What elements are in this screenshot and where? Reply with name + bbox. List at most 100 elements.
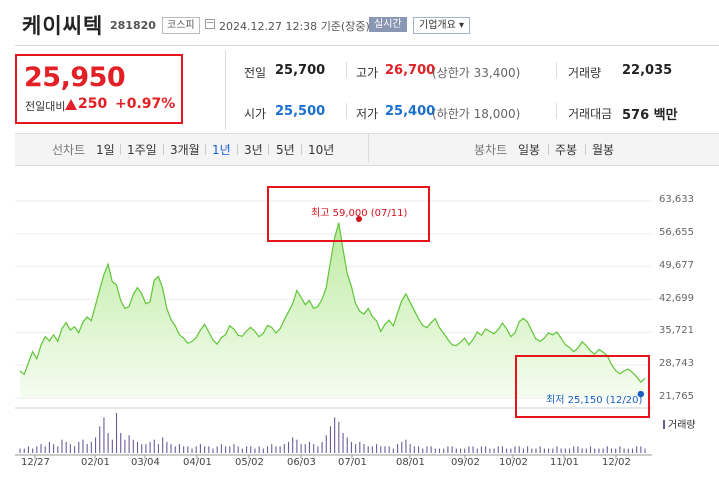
volume-bar — [145, 444, 147, 453]
volume-bar — [355, 444, 357, 453]
period-10y[interactable]: 10년 — [308, 143, 335, 157]
candle-weekly[interactable]: 주봉 — [555, 143, 578, 157]
y-tick-label: 21,765 — [659, 391, 694, 402]
y-tick-label: 35,721 — [659, 325, 694, 337]
volume-bar — [86, 444, 88, 453]
high-label: 고가 — [356, 66, 379, 80]
volume-bar — [531, 448, 533, 453]
volume-bar — [392, 448, 394, 453]
candle-chart-label: 봉차트 — [474, 143, 508, 157]
y-tick-label: 56,655 — [659, 226, 694, 238]
period-divider — [120, 144, 121, 155]
period-divider — [301, 144, 302, 155]
volume-bar — [120, 433, 122, 453]
volume-bar — [149, 441, 151, 453]
volume-bar — [367, 446, 369, 453]
volume-bar — [363, 444, 365, 453]
volume-bar — [581, 448, 583, 453]
volume-bar — [497, 446, 499, 453]
volume-bar — [627, 448, 629, 453]
volume-bar — [543, 448, 545, 453]
volume-axis-label: 거래량 — [663, 416, 696, 431]
volume-bar — [589, 446, 592, 453]
x-tick-label: 12/02 — [602, 457, 631, 468]
volume-bar — [216, 446, 218, 453]
volume-bar — [451, 446, 453, 453]
open-label: 시가 — [244, 107, 267, 121]
volume-bar — [422, 448, 424, 453]
volume-bar — [162, 437, 164, 453]
volume-bar — [199, 444, 201, 453]
volume-bar — [82, 439, 84, 453]
volume-bars — [19, 413, 646, 453]
volume-bar — [321, 441, 323, 453]
info-divider — [346, 103, 347, 119]
volume-bar — [405, 439, 407, 453]
y-tick-label: 63,633 — [659, 194, 694, 205]
volume-bar — [254, 448, 256, 453]
volume-bar — [313, 444, 315, 453]
price-change: 250 — [78, 96, 108, 112]
volume-bar — [317, 446, 319, 453]
volume-bar — [501, 446, 503, 453]
x-tick-label: 02/01 — [81, 457, 110, 468]
volume-bar — [384, 446, 386, 453]
period-1y[interactable]: 1년 — [212, 143, 231, 157]
volume-bar — [409, 444, 411, 453]
volume-bar — [23, 448, 25, 453]
candle-daily[interactable]: 일봉 — [518, 143, 541, 157]
volume-bar — [388, 446, 390, 453]
volume-bar — [506, 448, 508, 453]
period-divider — [237, 144, 238, 155]
volume-bar — [48, 441, 50, 453]
info-divider — [556, 62, 557, 78]
volume-bar — [44, 446, 46, 453]
volume-value: 22,035 — [622, 63, 673, 78]
period-1w[interactable]: 1주일 — [127, 143, 157, 157]
volume-bar — [606, 446, 608, 453]
period-3y[interactable]: 3년 — [244, 143, 263, 157]
volume-bar — [250, 446, 252, 453]
period-1d[interactable]: 1일 — [96, 143, 115, 157]
volume-bar — [640, 446, 642, 453]
realtime-button[interactable]: 실시간 — [369, 17, 407, 32]
volume-bar — [57, 446, 59, 453]
price-line — [19, 222, 646, 383]
volume-bar — [178, 444, 180, 453]
candle-monthly[interactable]: 월봉 — [592, 143, 615, 157]
volume-bar — [631, 448, 634, 453]
low-annotation: 최저 25,150 (12/20) — [546, 395, 643, 406]
volume-bar — [212, 448, 214, 453]
period-3m[interactable]: 3개월 — [170, 143, 200, 157]
volume-bar — [610, 448, 613, 453]
volume-bar — [455, 448, 457, 453]
prev-close-label: 전일 — [244, 66, 267, 80]
volume-bar — [287, 441, 290, 453]
volume-bar — [598, 448, 600, 453]
volume-bar — [644, 448, 646, 453]
volume-bar — [447, 446, 449, 453]
volume-bar — [304, 444, 306, 453]
volume-bar — [153, 439, 155, 453]
volume-bar — [401, 441, 403, 453]
price-info-divider — [225, 50, 226, 130]
volume-bar — [636, 446, 638, 453]
period-5y[interactable]: 5년 — [276, 143, 295, 157]
x-tick-label: 10/02 — [499, 457, 528, 468]
volume-bar — [556, 446, 558, 453]
company-overview-dropdown[interactable]: 기업개요 ▾ — [413, 17, 470, 34]
volume-bar — [568, 448, 571, 453]
stock-code: 281820 — [110, 19, 156, 32]
volume-bar — [225, 446, 227, 453]
volume-bar — [594, 448, 596, 453]
volume-bar — [141, 444, 143, 453]
y-tick-label: 42,699 — [659, 292, 694, 304]
volume-bar — [246, 446, 248, 453]
volume-bar — [40, 444, 42, 453]
volume-bar — [183, 446, 185, 453]
high-annotation: 최고 59,000 (07/11) — [311, 208, 408, 219]
volume-bar — [292, 437, 294, 453]
current-price: 25,950 — [24, 62, 126, 93]
volume-bar — [548, 448, 550, 453]
